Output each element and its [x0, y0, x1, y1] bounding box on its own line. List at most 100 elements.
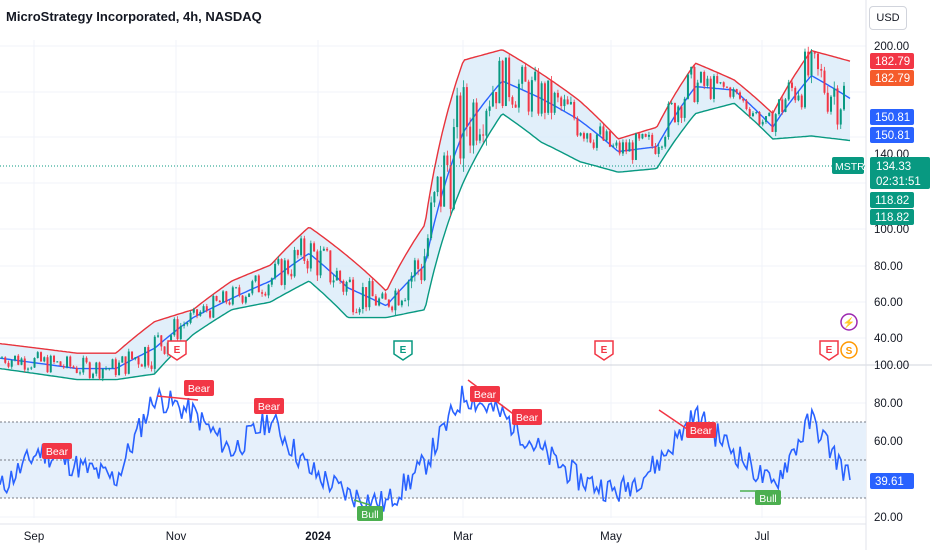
- candle-body: [469, 126, 472, 146]
- candle-body: [576, 118, 579, 136]
- candle-body: [703, 71, 706, 86]
- candle-body: [641, 133, 644, 139]
- candle-body: [131, 351, 134, 359]
- candle-body: [274, 263, 277, 279]
- rsi-axis[interactable]: 100.00 80.00 60.00 20.00: [874, 360, 909, 524]
- svg-text:118.82: 118.82: [875, 212, 909, 224]
- lower-band-tag-1: 118.82: [870, 192, 914, 208]
- candle-body: [404, 300, 407, 302]
- candle-body: [686, 74, 689, 99]
- candle-body: [222, 291, 225, 303]
- candle-body: [134, 357, 137, 359]
- candle-body: [231, 287, 234, 305]
- upper-band-tag-2: 182.79: [870, 70, 914, 86]
- earnings-marker-2[interactable]: E: [393, 340, 413, 361]
- candle-body: [816, 53, 819, 70]
- candle-body: [514, 104, 517, 108]
- rsi-tick-80: 80.00: [874, 398, 903, 410]
- candle-body: [618, 142, 621, 154]
- candle-body: [196, 309, 199, 316]
- divergence-label-bear-5[interactable]: Bear: [512, 409, 542, 425]
- candle-body: [313, 243, 316, 252]
- candle-body: [144, 347, 147, 367]
- candle-body: [582, 133, 585, 139]
- split-marker[interactable]: S: [840, 341, 858, 359]
- candle-body: [706, 78, 709, 86]
- candle-body: [719, 82, 722, 84]
- candle-body: [348, 279, 351, 283]
- candle-body: [826, 92, 829, 112]
- candle-body: [491, 92, 494, 107]
- candle-body: [335, 270, 338, 281]
- candle-body: [764, 116, 767, 122]
- candle-body: [664, 136, 667, 147]
- candle-body: [794, 87, 797, 101]
- candle-body: [342, 280, 345, 292]
- candle-body: [605, 131, 608, 141]
- divergence-label-bear-1[interactable]: Bear: [42, 443, 72, 459]
- candle-body: [755, 112, 758, 114]
- candle-body: [426, 238, 429, 257]
- candle-body: [595, 134, 598, 148]
- svg-text:S: S: [846, 346, 853, 357]
- divergence-label-bear-6[interactable]: Bear: [686, 422, 716, 438]
- candle-body: [381, 293, 384, 299]
- candle-body: [137, 357, 140, 365]
- candle-body: [316, 251, 319, 276]
- candle-body: [657, 147, 660, 154]
- divergence-label-bull-2[interactable]: Bull: [755, 490, 781, 505]
- time-axis[interactable]: Sep Nov 2024 Mar May Jul: [0, 523, 866, 543]
- candle-body: [264, 293, 267, 296]
- candle-body: [517, 83, 520, 108]
- svg-text:Bear: Bear: [474, 389, 497, 401]
- candle-body: [563, 99, 566, 107]
- candle-body: [319, 250, 322, 276]
- candle-body: [95, 362, 98, 374]
- earnings-marker-3[interactable]: E: [594, 340, 614, 361]
- candle-body: [667, 103, 670, 137]
- candle-body: [615, 142, 618, 146]
- earnings-marker-4[interactable]: E: [819, 340, 839, 361]
- candle-body: [475, 102, 478, 141]
- candle-body: [241, 295, 244, 303]
- candle-body: [300, 238, 303, 256]
- candle-body: [371, 281, 374, 297]
- candle-body: [508, 57, 511, 98]
- candle-body: [66, 356, 69, 368]
- currency-button[interactable]: USD: [869, 6, 907, 30]
- lower-band-line: [0, 102, 851, 381]
- divergence-label-bull-1[interactable]: Bull: [357, 506, 383, 521]
- divergence-label-bear-3[interactable]: Bear: [254, 398, 284, 414]
- news-marker[interactable]: ⚡: [840, 313, 858, 331]
- candle-body: [228, 302, 231, 305]
- candle-body: [160, 335, 163, 347]
- lightning-icon: ⚡: [843, 316, 855, 329]
- candle-body: [758, 112, 761, 125]
- chart-title: MicroStrategy Incorporated, 4h, NASDAQ: [6, 9, 262, 24]
- candle-body: [839, 109, 842, 125]
- candle-body: [784, 99, 787, 112]
- candle-body: [579, 133, 582, 136]
- candle-body: [654, 146, 657, 154]
- candle-body: [118, 362, 121, 376]
- candle-body: [10, 360, 13, 367]
- candle-body: [153, 336, 156, 369]
- candle-body: [807, 51, 810, 76]
- candle-body: [235, 287, 238, 289]
- candle-body: [303, 238, 306, 261]
- candle-body: [69, 356, 72, 367]
- last-price-tag: 134.33 02:31:51: [870, 157, 930, 189]
- divergence-label-bear-4[interactable]: Bear: [470, 386, 500, 402]
- candle-body: [608, 131, 611, 147]
- earnings-marker-1[interactable]: E: [167, 340, 187, 361]
- candle-body: [111, 359, 114, 369]
- price-tick-200: 200.00: [874, 41, 909, 53]
- candle-body: [309, 243, 312, 269]
- divergence-label-bear-2[interactable]: Bear: [184, 380, 214, 396]
- candle-body: [612, 145, 615, 147]
- candle-body: [339, 270, 342, 281]
- candle-body: [290, 273, 293, 277]
- candle-body: [433, 192, 436, 203]
- candle-body: [62, 366, 65, 368]
